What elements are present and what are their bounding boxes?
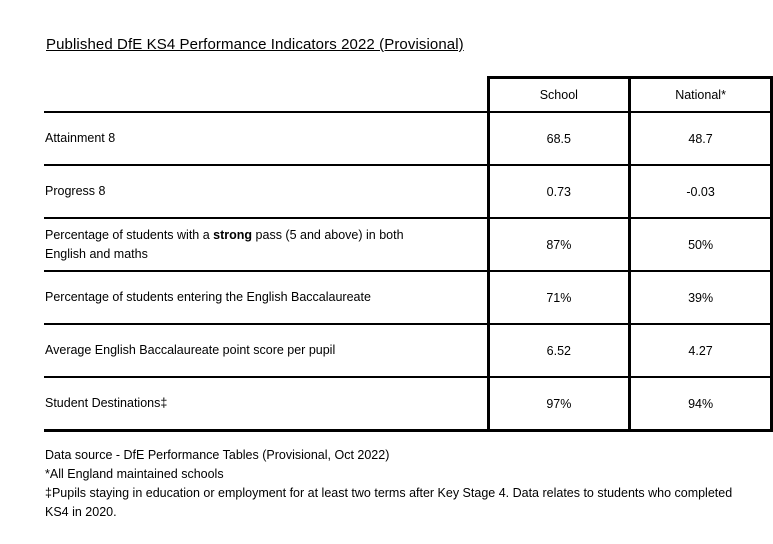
row-label: Progress 8 (44, 164, 488, 218)
table-row-strong-pass: Percentage of students with a strong pas… (44, 217, 773, 271)
table-row-ebacc-score: Average English Baccalaureate point scor… (44, 323, 773, 377)
national-footnote: *All England maintained schools (45, 467, 224, 481)
row-label-strong: strong (213, 227, 253, 242)
header-blank-cell (44, 78, 488, 113)
school-value: 87% (486, 217, 632, 271)
destinations-footnote: ‡Pupils staying in education or employme… (45, 486, 733, 519)
national-value: 48.7 (628, 111, 773, 165)
row-label: Attainment 8 (44, 111, 488, 165)
row-label-post: pass (5 and above) in both English and m… (45, 227, 404, 261)
table-header-row: School National* (44, 76, 773, 113)
row-label: Percentage of students with a strong pas… (44, 217, 488, 271)
row-label: Student Destinations‡ (44, 376, 488, 432)
school-value: 0.73 (486, 164, 632, 218)
table-row-ebacc-entry: Percentage of students entering the Engl… (44, 270, 773, 324)
row-label: Percentage of students entering the Engl… (44, 270, 488, 324)
national-value: 50% (628, 217, 773, 271)
row-label-pre: Percentage of students with a (45, 227, 214, 242)
school-value: 71% (486, 270, 632, 324)
page-title: Published DfE KS4 Performance Indicators… (46, 36, 464, 53)
performance-table: School National* Attainment 8 68.5 48.7 … (44, 76, 773, 432)
school-value: 97% (486, 376, 632, 432)
school-value: 6.52 (486, 323, 632, 377)
national-value: 39% (628, 270, 773, 324)
row-label: Average English Baccalaureate point scor… (44, 323, 488, 377)
column-header-national: National* (628, 76, 773, 112)
school-value: 68.5 (486, 111, 632, 165)
column-header-school: School (486, 76, 632, 112)
footnotes: Data source - DfE Performance Tables (Pr… (45, 446, 745, 522)
table-row-destinations: Student Destinations‡ 97% 94% (44, 376, 773, 432)
national-value: 94% (628, 376, 773, 432)
table-row-attainment-8: Attainment 8 68.5 48.7 (44, 111, 773, 165)
national-value: 4.27 (628, 323, 773, 377)
national-value: -0.03 (628, 164, 773, 218)
table-row-progress-8: Progress 8 0.73 -0.03 (44, 164, 773, 218)
data-source-note: Data source - DfE Performance Tables (Pr… (45, 448, 390, 462)
